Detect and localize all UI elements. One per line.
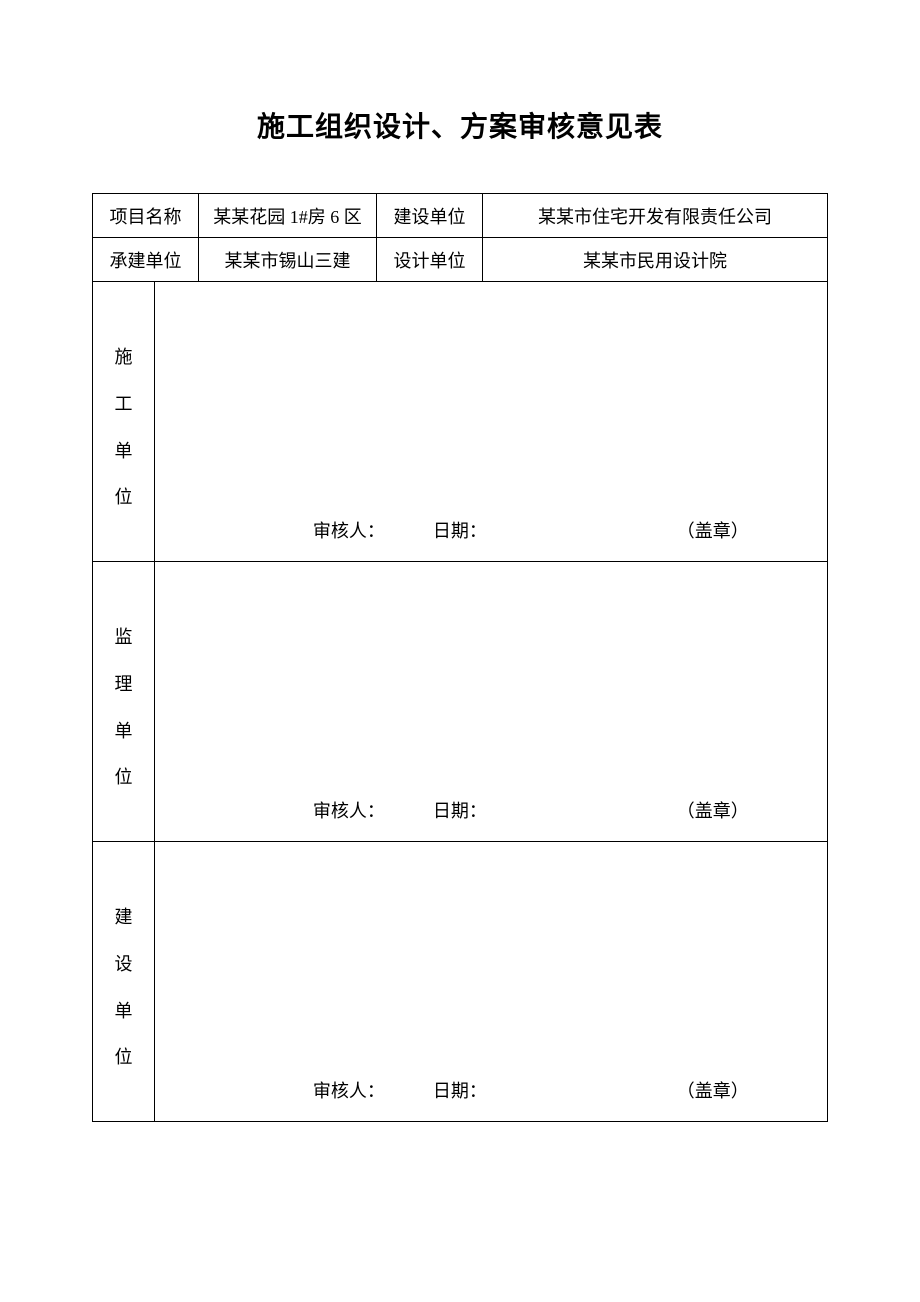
side-label-supervision: 监 理 单 位	[93, 562, 155, 842]
build-unit-value: 某某市住宅开发有限责任公司	[483, 194, 828, 238]
review-form-table: 项目名称 某某花园 1#房 6 区 建设单位 某某市住宅开发有限责任公司 承建单…	[92, 193, 828, 1122]
page-title: 施工组织设计、方案审核意见表	[92, 105, 828, 145]
contractor-value: 某某市锡山三建	[199, 238, 377, 282]
section-row-supervision: 监 理 单 位 审核人： 日期： （盖章）	[93, 562, 828, 842]
body-cell-build-unit: 审核人： 日期： （盖章）	[155, 842, 828, 1122]
body-cell-construction: 审核人： 日期： （盖章）	[155, 282, 828, 562]
project-name-label: 项目名称	[93, 194, 199, 238]
seal-label: （盖章）	[599, 517, 827, 543]
sign-line-construction: 审核人： 日期： （盖章）	[155, 517, 827, 561]
header-row-1: 项目名称 某某花园 1#房 6 区 建设单位 某某市住宅开发有限责任公司	[93, 194, 828, 238]
side-label-build-unit: 建 设 单 位	[93, 842, 155, 1122]
project-name-value: 某某花园 1#房 6 区	[199, 194, 377, 238]
seal-label: （盖章）	[599, 797, 827, 823]
side-label-construction: 施 工 单 位	[93, 282, 155, 562]
section-row-construction: 施 工 单 位 审核人： 日期： （盖章）	[93, 282, 828, 562]
header-row-2: 承建单位 某某市锡山三建 设计单位 某某市民用设计院	[93, 238, 828, 282]
design-unit-value: 某某市民用设计院	[483, 238, 828, 282]
body-cell-supervision: 审核人： 日期： （盖章）	[155, 562, 828, 842]
build-unit-label: 建设单位	[377, 194, 483, 238]
date-label: 日期：	[397, 1077, 599, 1103]
sign-line-supervision: 审核人： 日期： （盖章）	[155, 797, 827, 841]
date-label: 日期：	[397, 797, 599, 823]
design-unit-label: 设计单位	[377, 238, 483, 282]
contractor-label: 承建单位	[93, 238, 199, 282]
reviewer-label: 审核人：	[155, 797, 397, 823]
date-label: 日期：	[397, 517, 599, 543]
section-row-build-unit: 建 设 单 位 审核人： 日期： （盖章）	[93, 842, 828, 1122]
reviewer-label: 审核人：	[155, 517, 397, 543]
seal-label: （盖章）	[599, 1077, 827, 1103]
page: 施工组织设计、方案审核意见表 项目名称 某某花园 1#房 6 区 建设单位 某某…	[0, 0, 920, 1122]
sign-line-build-unit: 审核人： 日期： （盖章）	[155, 1077, 827, 1121]
reviewer-label: 审核人：	[155, 1077, 397, 1103]
